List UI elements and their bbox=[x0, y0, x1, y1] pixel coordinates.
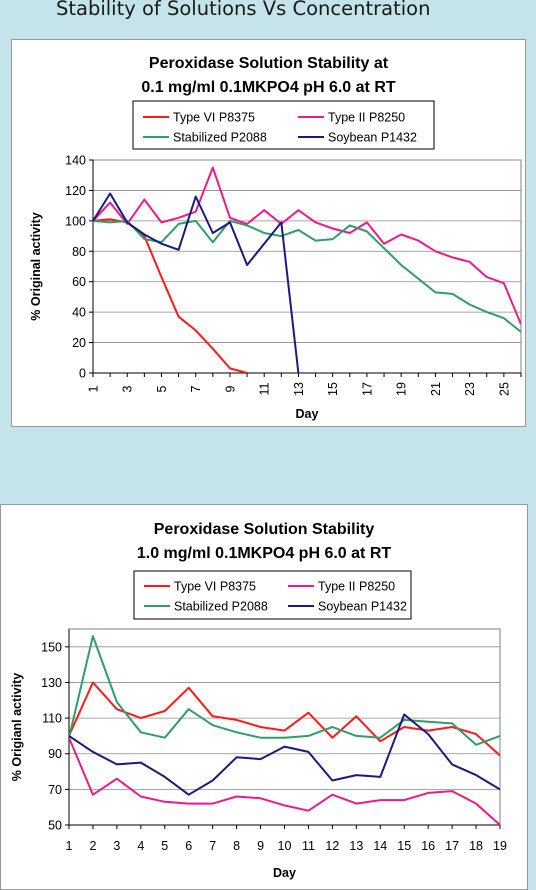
y-axis-title: % Origianl activity bbox=[10, 673, 24, 781]
legend-label: Soybean P1432 bbox=[328, 131, 417, 145]
x-axis-title: Day bbox=[273, 866, 296, 880]
x-tick-label: 21 bbox=[429, 382, 443, 396]
x-tick-label: 19 bbox=[395, 382, 409, 396]
legend-label: Stabilized P2088 bbox=[173, 131, 267, 145]
legend-label: Type VI P8375 bbox=[173, 111, 255, 125]
y-tick-label: 60 bbox=[72, 275, 86, 289]
x-tick-label: 18 bbox=[469, 839, 483, 853]
chart-title-line2: 1.0 mg/ml 0.1MKPO4 pH 6.0 at RT bbox=[137, 545, 392, 562]
chart-0.1mg-svg: Peroxidase Solution Stability at 0.1 mg/m… bbox=[29, 55, 522, 421]
x-tick-label: 11 bbox=[302, 839, 315, 853]
x-tick-label: 7 bbox=[209, 839, 216, 853]
x-tick-label: 11 bbox=[258, 382, 272, 395]
x-tick-label: 19 bbox=[493, 839, 507, 853]
x-tick-label: 9 bbox=[257, 839, 264, 853]
series-line-type-ii-p8250 bbox=[69, 737, 500, 825]
x-tick-label: 14 bbox=[373, 839, 387, 853]
x-tick-label: 3 bbox=[121, 385, 135, 392]
series-line-soybean-p1432 bbox=[69, 713, 500, 796]
x-tick-label: 2 bbox=[89, 839, 96, 853]
legend-label: Stabilized P2088 bbox=[174, 600, 268, 614]
chart-1.0mg-svg: Peroxidase Solution Stability 1.0 mg/ml 0… bbox=[10, 521, 507, 880]
legend-box bbox=[133, 570, 412, 620]
legend-box bbox=[132, 100, 435, 150]
y-axis-title: % Original activity bbox=[29, 212, 43, 320]
x-tick-label: 7 bbox=[189, 385, 203, 392]
plot-area bbox=[68, 628, 501, 826]
y-tick-label: 100 bbox=[65, 214, 86, 228]
x-tick-label: 17 bbox=[445, 839, 459, 853]
y-tick-label: 140 bbox=[65, 154, 86, 168]
x-tick-label: 10 bbox=[278, 839, 292, 853]
x-tick-label: 6 bbox=[185, 839, 192, 853]
x-tick-label: 13 bbox=[349, 839, 363, 853]
x-tick-label: 15 bbox=[397, 839, 411, 853]
x-tick-label: 15 bbox=[326, 382, 340, 396]
series-line-soybean-p1432 bbox=[93, 192, 300, 373]
legend-label: Type II P8250 bbox=[328, 111, 405, 125]
x-axis-title: Day bbox=[296, 407, 319, 421]
x-tick-label: 4 bbox=[137, 839, 144, 853]
x-tick-label: 9 bbox=[223, 385, 237, 392]
x-tick-label: 5 bbox=[161, 839, 168, 853]
legend-label: Soybean P1432 bbox=[318, 600, 407, 614]
y-tick-label: 80 bbox=[72, 245, 86, 259]
x-tick-label: 13 bbox=[292, 382, 306, 396]
y-tick-label: 120 bbox=[65, 184, 86, 198]
chart-title-line1: Peroxidase Solution Stability bbox=[154, 521, 375, 538]
series-line-type-ii-p8250 bbox=[93, 166, 521, 325]
y-tick-label: 90 bbox=[48, 747, 62, 761]
x-tick-label: 23 bbox=[463, 382, 477, 396]
legend-label: Type VI P8375 bbox=[174, 580, 256, 594]
page-title: Stability of Solutions Vs Concentration bbox=[56, 0, 431, 20]
y-tick-label: 40 bbox=[72, 306, 86, 320]
x-tick-label: 5 bbox=[155, 385, 169, 392]
chart-title-line1: Peroxidase Solution Stability at bbox=[149, 55, 389, 72]
y-tick-label: 20 bbox=[72, 336, 86, 350]
series-line-stabilized-p2088 bbox=[69, 635, 500, 746]
y-tick-label: 0 bbox=[79, 367, 86, 381]
legend-label: Type II P8250 bbox=[318, 580, 395, 594]
x-tick-label: 8 bbox=[233, 839, 240, 853]
chart-title-line2: 0.1 mg/ml 0.1MKPO4 pH 6.0 at RT bbox=[141, 79, 396, 96]
x-tick-label: 3 bbox=[113, 839, 120, 853]
y-tick-label: 110 bbox=[42, 712, 62, 726]
y-tick-label: 70 bbox=[48, 783, 62, 797]
x-tick-label: 12 bbox=[325, 839, 339, 853]
series-line-stabilized-p2088 bbox=[93, 219, 521, 333]
chart-panel-0.1mg: Peroxidase Solution Stability at 0.1 mg/m… bbox=[11, 39, 526, 427]
series-line-type-vi-p8375 bbox=[69, 681, 500, 757]
y-tick-label: 50 bbox=[48, 819, 62, 833]
x-tick-label: 1 bbox=[66, 839, 73, 853]
x-tick-label: 16 bbox=[421, 839, 435, 853]
chart-panel-1.0mg: Peroxidase Solution Stability 1.0 mg/ml 0… bbox=[0, 504, 528, 890]
y-tick-label: 130 bbox=[41, 676, 62, 690]
x-tick-label: 25 bbox=[497, 382, 511, 396]
x-tick-label: 1 bbox=[87, 385, 101, 392]
y-tick-label: 150 bbox=[41, 640, 62, 654]
x-tick-label: 17 bbox=[360, 382, 374, 396]
